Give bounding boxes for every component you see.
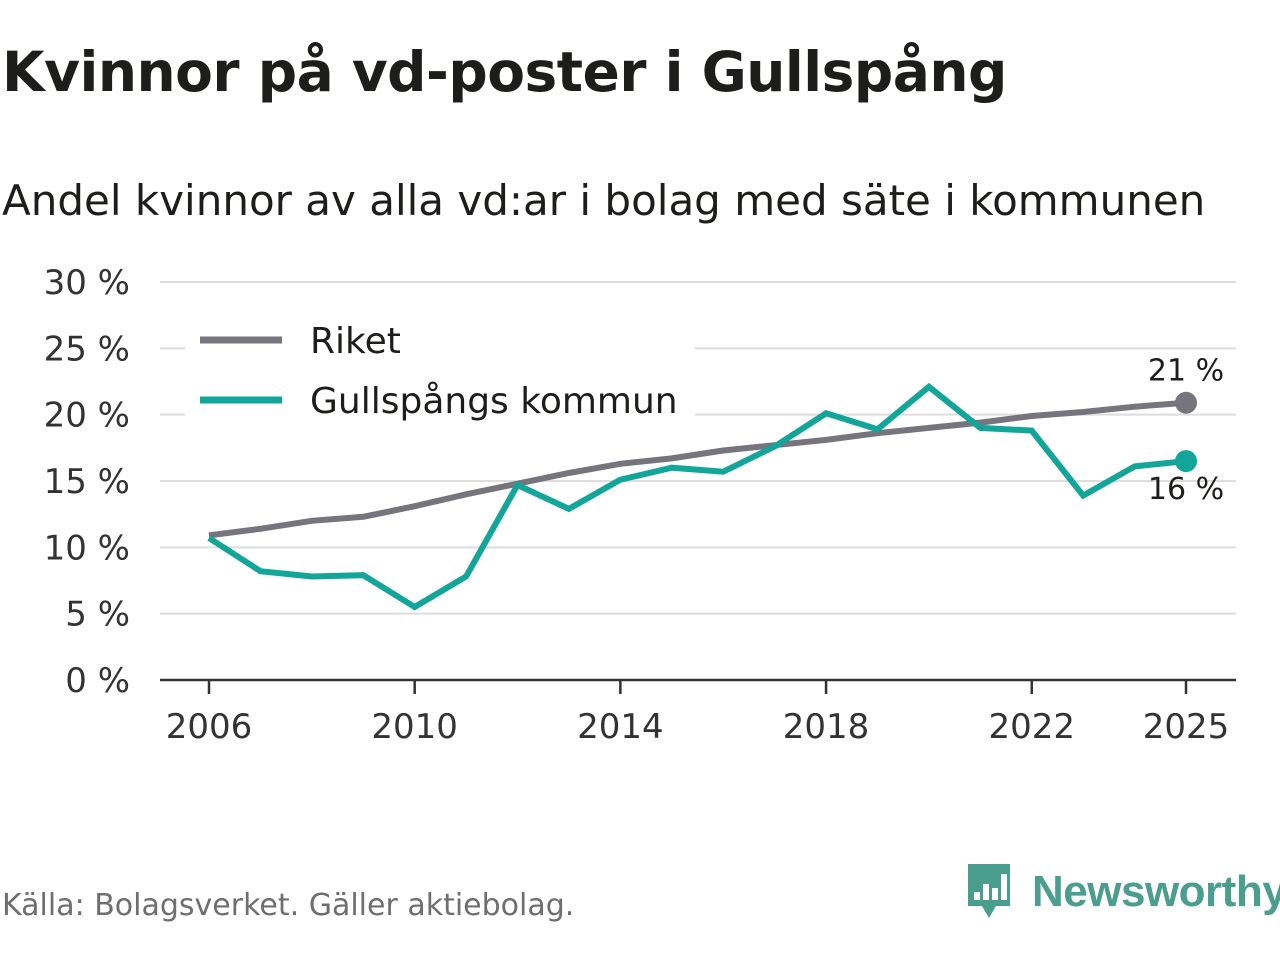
legend: Riket Gullspångs kommun xyxy=(185,300,695,434)
y-tick-label: 10 % xyxy=(44,528,130,568)
end-label-kommun: 16 % xyxy=(1148,472,1224,507)
chart-subtitle: Andel kvinnor av alla vd:ar i bolag med … xyxy=(2,176,1206,225)
legend-background xyxy=(185,300,695,434)
x-tick-label: 2014 xyxy=(577,707,664,747)
y-tick-label: 5 % xyxy=(65,595,130,635)
legend-label: Gullspångs kommun xyxy=(310,381,678,422)
end-label-riket: 21 % xyxy=(1148,354,1224,389)
x-tick-label: 2010 xyxy=(371,707,458,747)
end-point-riket xyxy=(1175,391,1197,414)
brand-name: Newsworthy xyxy=(1032,867,1280,916)
y-tick-label: 0 % xyxy=(65,661,130,701)
y-tick-label: 15 % xyxy=(44,462,130,502)
y-axis-ticks: 0 % 5 % 10 % 15 % 20 % 25 % 30 % xyxy=(44,263,130,701)
y-tick-label: 25 % xyxy=(44,329,130,369)
end-point-kommun xyxy=(1175,450,1197,473)
chart-title: Kvinnor på vd-poster i Gullspång xyxy=(2,40,1007,104)
x-tick-label: 2022 xyxy=(988,707,1075,747)
legend-label: Riket xyxy=(310,321,401,362)
brand: Newsworthy xyxy=(964,862,1280,922)
source-note: Källa: Bolagsverket. Gäller aktiebolag. xyxy=(2,888,575,923)
series-line-kommun xyxy=(207,382,1187,611)
series-line-riket xyxy=(208,399,1187,539)
y-tick-label: 30 % xyxy=(44,263,130,303)
newsworthy-logo-icon xyxy=(968,864,1010,918)
end-labels: 21 % 16 % xyxy=(1148,354,1224,507)
y-tick-label: 20 % xyxy=(44,396,130,436)
x-tick-label: 2006 xyxy=(166,707,253,747)
x-axis: 2006 2010 2014 2018 2022 2025 xyxy=(160,678,1236,747)
x-tick-label: 2018 xyxy=(783,707,870,747)
x-tick-label: 2025 xyxy=(1143,707,1230,747)
series-lines xyxy=(207,382,1197,611)
